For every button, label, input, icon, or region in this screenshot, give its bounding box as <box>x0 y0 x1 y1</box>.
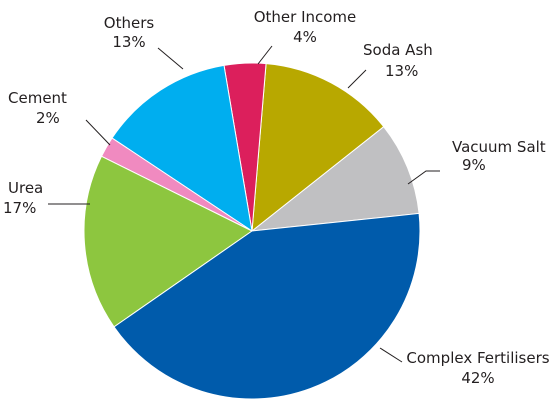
label-soda-ash-name: Soda Ash <box>363 41 433 59</box>
slice-others <box>111 64 253 233</box>
label-others-pct: 13% <box>112 33 145 51</box>
label-urea: Urea 17% <box>3 179 43 217</box>
leader-line-complex-fertilisers <box>379 347 403 363</box>
label-others-name: Others <box>104 14 155 32</box>
label-other-income-pct: 4% <box>293 28 317 46</box>
label-cement-pct: 2% <box>36 109 60 127</box>
label-other-income-name: Other Income <box>254 8 357 26</box>
label-others: Others 13% <box>104 14 155 51</box>
label-cement: Cement 2% <box>8 89 67 127</box>
leader-line-vacuum-salt <box>407 170 440 185</box>
label-vacuum-salt-name: Vacuum Salt <box>452 138 546 156</box>
label-soda-ash: Soda Ash 13% <box>363 41 433 80</box>
leader-line-other-income <box>257 45 273 65</box>
leader-lines <box>48 45 440 363</box>
slice-urea <box>83 155 253 328</box>
label-complex-fertilisers-name: Complex Fertilisers <box>406 349 549 367</box>
label-urea-pct: 17% <box>3 199 36 217</box>
label-complex-fertilisers: Complex Fertilisers 42% <box>406 349 549 387</box>
label-soda-ash-pct: 13% <box>385 62 418 80</box>
leader-line-soda-ash <box>347 69 367 89</box>
label-other-income: Other Income 4% <box>254 8 357 46</box>
label-cement-name: Cement <box>8 89 67 107</box>
label-vacuum-salt: Vacuum Salt 9% <box>452 138 546 174</box>
slice-labels: Vacuum Salt 9% Soda Ash 13% Other Income 4%… <box>3 8 550 387</box>
label-vacuum-salt-pct: 9% <box>462 156 486 174</box>
slice-vacuum-salt <box>250 125 420 232</box>
label-complex-fertilisers-pct: 42% <box>461 369 494 387</box>
leader-line-others <box>157 47 184 70</box>
slice-complex-fertilisers <box>113 212 421 399</box>
leader-line-cement <box>85 119 111 146</box>
slice-soda-ash <box>251 63 385 233</box>
pie-slices <box>83 62 421 399</box>
label-urea-name: Urea <box>8 179 43 197</box>
